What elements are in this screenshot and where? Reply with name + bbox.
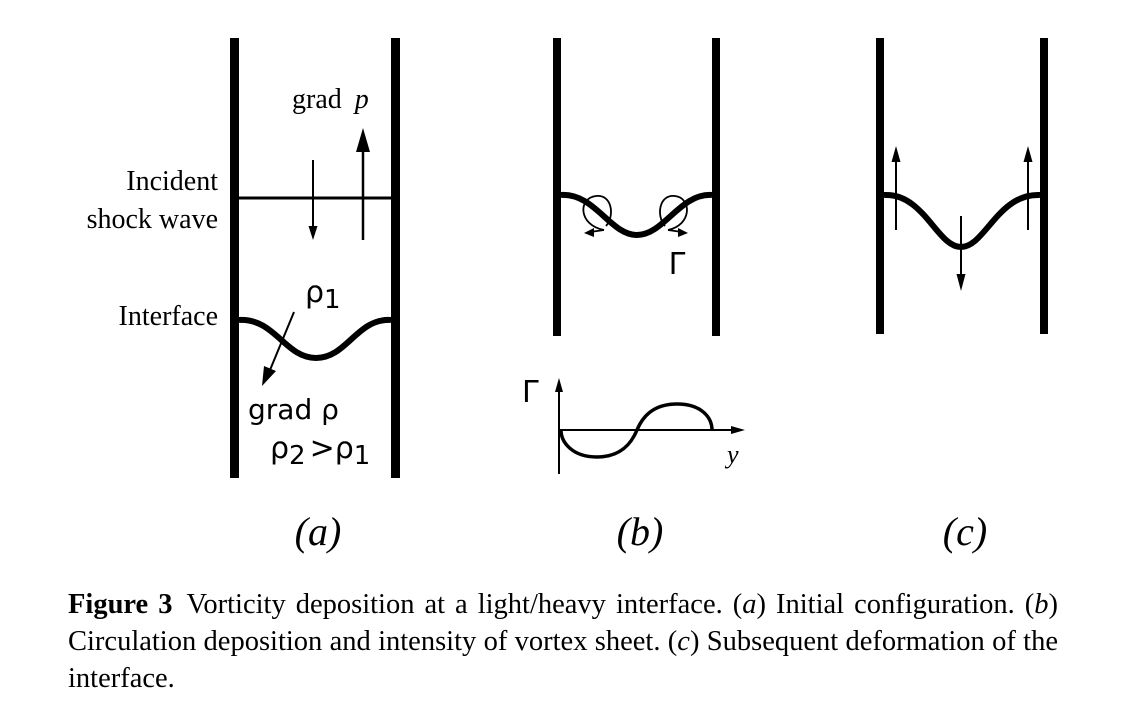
panel-c: (c) (876, 38, 1048, 554)
svg-text:ρ1: ρ1 (305, 275, 341, 315)
gamma-label: Γ (669, 247, 686, 282)
right-vortex-arrow (659, 195, 688, 237)
grad-p-arrow (356, 128, 370, 240)
circulation-curve (559, 402, 714, 459)
plot-y-axis-arrowhead (555, 378, 563, 392)
right-up-arrow (1023, 146, 1033, 230)
plot-x-axis-arrowhead (731, 426, 745, 434)
circulation-plot: Γ y (522, 375, 745, 474)
figure-caption: Figure 3 Vorticity deposition at a light/… (68, 586, 1058, 697)
svg-text:ρ2>ρ1: ρ2 >ρ1 (270, 431, 370, 471)
shock-downward-arrow (308, 160, 318, 240)
rho1-symbol: ρ (305, 275, 324, 310)
rho1-subscript: 1 (324, 285, 341, 315)
panel-a-label: (a) (295, 509, 342, 554)
left-wall-b (553, 38, 561, 336)
rho2-gt-rho: >ρ (310, 431, 354, 466)
left-up-arrow (891, 146, 901, 230)
plot-y-label: y (724, 440, 739, 469)
grad-rho-arrow (262, 311, 295, 386)
panel-b: Γ Γ y (b) (522, 38, 745, 554)
caption-ref-c: c (677, 626, 690, 657)
figure-number: Figure 3 (68, 589, 173, 620)
interface-curve-b (560, 191, 713, 239)
caption-ref-a: a (742, 589, 757, 620)
figure-diagram: grad p Incident shock wave Interface ρ1 … (87, 38, 1048, 554)
caption-text-3: ) Circulation deposition and intensity o… (68, 589, 1058, 657)
interface-curve-a (238, 316, 392, 362)
rho2-gt-subscript: 1 (354, 441, 371, 471)
rho2-subscript: 2 (289, 441, 306, 471)
caption-text-1: Vorticity deposition at a light/heavy in… (186, 589, 743, 620)
caption-ref-b: b (1034, 589, 1049, 620)
right-wall-b (712, 38, 720, 336)
panel-c-label: (c) (943, 509, 987, 554)
panel-a: grad p Incident shock wave Interface ρ1 … (87, 38, 400, 554)
grad-rho-label: grad ρ (248, 393, 339, 426)
svg-text:grad p: grad p (292, 84, 369, 115)
center-down-arrow (956, 216, 966, 291)
panel-b-label: (b) (617, 509, 664, 554)
grad-p-variable: p (353, 84, 369, 115)
right-wall-a (391, 38, 400, 478)
interface-label: Interface (119, 301, 218, 332)
grad-p-label: grad (292, 84, 342, 115)
rho2-symbol: ρ (270, 431, 289, 466)
shock-label-line2: shock wave (87, 204, 218, 235)
caption-text-4: ) Subsequent deformation of the interfac… (68, 626, 1058, 694)
left-wall-c (876, 38, 884, 334)
shock-label-line1: Incident (126, 166, 218, 197)
plot-gamma-label: Γ (522, 375, 539, 410)
left-wall-a (230, 38, 239, 478)
left-vortex-arrow (582, 195, 612, 237)
right-wall-c (1040, 38, 1048, 334)
caption-text-2: ) Initial configuration. ( (756, 589, 1035, 620)
